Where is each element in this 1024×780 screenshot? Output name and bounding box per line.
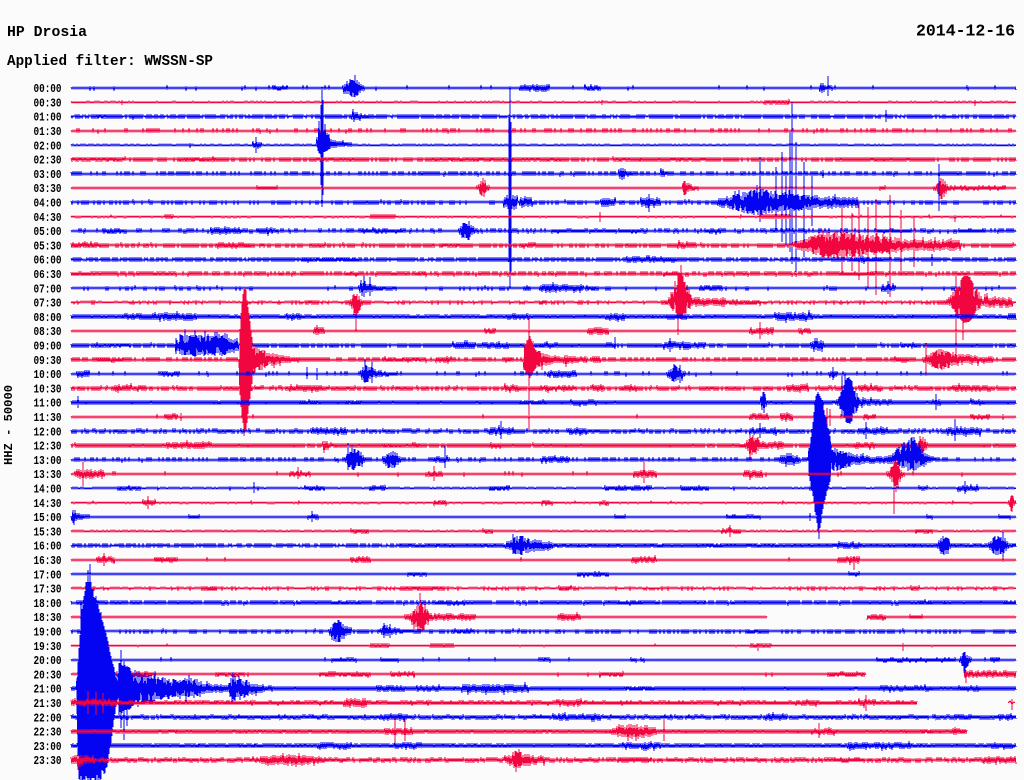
svg-text:06:00: 06:00	[34, 255, 62, 268]
svg-text:06:30: 06:30	[34, 269, 62, 282]
svg-text:20:00: 20:00	[34, 655, 62, 668]
svg-text:18:30: 18:30	[34, 612, 62, 625]
svg-text:07:30: 07:30	[34, 298, 62, 311]
svg-text:05:00: 05:00	[34, 226, 62, 239]
svg-text:11:30: 11:30	[34, 412, 62, 425]
svg-text:14:00: 14:00	[34, 484, 62, 497]
svg-text:01:00: 01:00	[34, 112, 62, 125]
svg-text:08:30: 08:30	[34, 326, 62, 339]
svg-text:Applied filter: WWSSN-SP: Applied filter: WWSSN-SP	[7, 53, 213, 70]
svg-text:20:30: 20:30	[34, 669, 62, 682]
svg-text:18:00: 18:00	[34, 598, 62, 611]
svg-text:02:00: 02:00	[34, 140, 62, 153]
svg-text:03:00: 03:00	[34, 169, 62, 182]
svg-text:16:30: 16:30	[34, 555, 62, 568]
svg-text:00:30: 00:30	[34, 97, 62, 110]
svg-text:HHZ - 50000: HHZ - 50000	[2, 385, 16, 465]
svg-text:03:30: 03:30	[34, 183, 62, 196]
svg-text:15:30: 15:30	[34, 526, 62, 539]
svg-text:19:30: 19:30	[34, 641, 62, 654]
svg-text:01:30: 01:30	[34, 126, 62, 139]
svg-text:16:00: 16:00	[34, 541, 62, 554]
svg-text:21:00: 21:00	[34, 684, 62, 697]
svg-text:15:00: 15:00	[34, 512, 62, 525]
svg-text:13:00: 13:00	[34, 455, 62, 468]
svg-text:13:30: 13:30	[34, 469, 62, 482]
svg-text:17:30: 17:30	[34, 584, 62, 597]
svg-text:14:30: 14:30	[34, 498, 62, 511]
svg-text:07:00: 07:00	[34, 283, 62, 296]
svg-text:12:00: 12:00	[34, 426, 62, 439]
svg-text:22:30: 22:30	[34, 727, 62, 740]
svg-text:04:00: 04:00	[34, 198, 62, 211]
svg-text:02:30: 02:30	[34, 155, 62, 168]
svg-text:17:00: 17:00	[34, 569, 62, 582]
svg-text:05:30: 05:30	[34, 240, 62, 253]
svg-text:2014-12-16: 2014-12-16	[916, 22, 1015, 41]
svg-text:12:30: 12:30	[34, 441, 62, 454]
svg-text:10:00: 10:00	[34, 369, 62, 382]
svg-text:22:00: 22:00	[34, 712, 62, 725]
svg-text:11:00: 11:00	[34, 398, 62, 411]
svg-text:21:30: 21:30	[34, 698, 62, 711]
svg-text:09:00: 09:00	[34, 341, 62, 354]
svg-text:08:00: 08:00	[34, 312, 62, 325]
svg-text:19:00: 19:00	[34, 627, 62, 640]
svg-text:04:30: 04:30	[34, 212, 62, 225]
svg-text:23:30: 23:30	[34, 755, 62, 768]
svg-text:10:30: 10:30	[34, 383, 62, 396]
svg-text:23:00: 23:00	[34, 741, 62, 754]
svg-text:HP Drosia: HP Drosia	[7, 24, 87, 41]
svg-text:09:30: 09:30	[34, 355, 62, 368]
svg-text:00:00: 00:00	[34, 83, 62, 96]
